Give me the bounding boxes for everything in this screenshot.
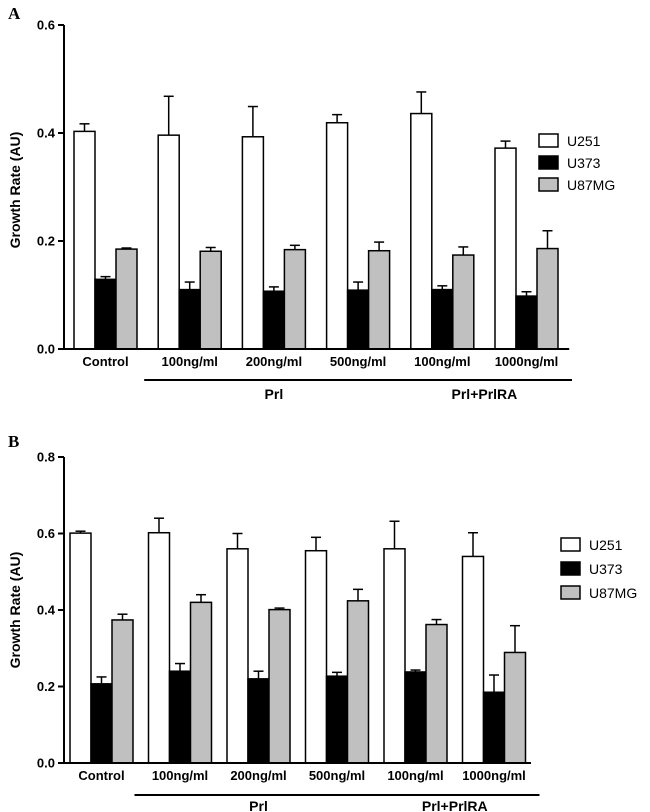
category-label: 100ng/ml (414, 354, 470, 369)
category-label: Control (78, 768, 124, 783)
y-axis-title: Growth Rate (AU) (7, 552, 23, 669)
bar-u373 (262, 290, 286, 350)
bar-u373 (247, 678, 270, 764)
y-tick-label: 0.8 (37, 450, 55, 465)
legend-swatch-u251 (560, 537, 581, 552)
legend-swatch-u87mg (560, 585, 581, 600)
group-label: Prl (249, 798, 268, 812)
legend-swatch-u87mg (538, 177, 559, 192)
bar-u373 (431, 288, 454, 350)
bar-u373 (346, 289, 370, 350)
bar-u87mg (367, 249, 391, 350)
category-label: 500ng/ml (330, 354, 386, 369)
bar-u251 (461, 555, 485, 764)
bar-u251 (69, 532, 92, 764)
category-label: 100ng/ml (152, 768, 208, 783)
bar-u373 (168, 670, 192, 764)
bar-u373 (178, 288, 201, 350)
panel-a: A Growth Rate (AU) 0.0 0.2 0.4 0.6 Control 10… (7, 4, 615, 402)
bar-u373 (515, 295, 538, 350)
category-label: 1000ng/ml (462, 768, 526, 783)
bar-u87mg (536, 247, 559, 350)
group-label: Prl+PrlRA (422, 798, 488, 812)
legend-swatch-u373 (538, 155, 559, 170)
legend-swatch-u373 (560, 561, 581, 576)
legend-label: U87MG (589, 585, 637, 601)
bar-u251 (410, 112, 433, 350)
y-axis-title: Growth Rate (AU) (7, 132, 23, 249)
bar-u87mg (189, 601, 213, 764)
legend-label: U251 (589, 537, 623, 553)
y-tick-label: 0.2 (37, 234, 55, 249)
y-tick-label: 0.4 (37, 126, 56, 141)
bar-u251 (226, 548, 249, 764)
category-label: 200ng/ml (230, 768, 286, 783)
bar-u251 (494, 147, 517, 350)
category-label: 100ng/ml (387, 768, 443, 783)
bar-u87mg (346, 600, 370, 764)
category-label: 1000ng/ml (495, 354, 559, 369)
bar-u87mg (503, 651, 527, 764)
bar-u87mg (452, 254, 475, 350)
bar-u87mg (425, 623, 448, 764)
legend-swatch-u251 (538, 133, 559, 148)
y-tick-label: 0.2 (37, 679, 55, 694)
bar-u373 (404, 671, 427, 764)
bar-u373 (325, 675, 349, 764)
bar-u251 (147, 531, 171, 764)
bar-u251 (241, 136, 265, 350)
bar-u373 (90, 683, 113, 764)
legend-label: U87MG (567, 177, 615, 193)
legend-label: U251 (567, 133, 601, 149)
category-label: Control (82, 354, 128, 369)
plot-area: 0.0 0.2 0.4 0.6 Control 100ng/ml 200ng/ml 500ng… (37, 18, 615, 403)
y-tick-label: 0.0 (37, 342, 55, 357)
bar-u373 (482, 691, 506, 764)
bar-u251 (157, 134, 180, 350)
bar-u87mg (111, 619, 134, 764)
category-label: 500ng/ml (309, 768, 365, 783)
bar-u251 (73, 130, 96, 350)
group-label: Prl (265, 386, 284, 402)
y-tick-label: 0.6 (37, 18, 55, 33)
plot-area: 0.0 0.2 0.4 0.6 0.8 Control 100ng/ml 200ng/ml 50… (37, 450, 637, 812)
bar-u87mg (199, 250, 222, 350)
bar-u87mg (115, 248, 138, 350)
group-label: Prl+PrlRA (452, 386, 518, 402)
bar-u251 (304, 549, 328, 764)
category-label: 200ng/ml (246, 354, 302, 369)
category-label: 100ng/ml (162, 354, 218, 369)
y-tick-label: 0.0 (37, 756, 55, 771)
bar-u251 (383, 548, 406, 764)
bar-u87mg (283, 248, 307, 350)
bar-u373 (94, 278, 117, 350)
panel-letter: A (8, 4, 21, 23)
bar-u251 (325, 121, 349, 350)
panel-letter: B (8, 432, 19, 451)
y-tick-label: 0.6 (37, 526, 55, 541)
panel-b: B Growth Rate (AU) 0.0 0.2 0.4 0.6 0.8 Contro… (7, 432, 637, 812)
y-tick-label: 0.4 (37, 603, 56, 618)
legend-label: U373 (589, 561, 623, 577)
bar-u87mg (268, 608, 291, 764)
legend-label: U373 (567, 155, 601, 171)
